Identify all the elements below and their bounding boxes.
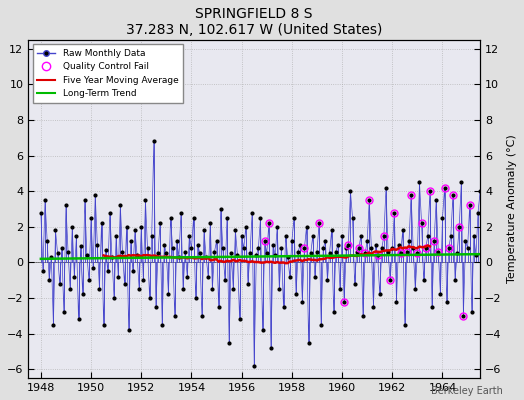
Text: Berkeley Earth: Berkeley Earth	[431, 386, 503, 396]
Legend: Raw Monthly Data, Quality Control Fail, Five Year Moving Average, Long-Term Tren: Raw Monthly Data, Quality Control Fail, …	[33, 44, 183, 103]
Title: SPRINGFIELD 8 S
37.283 N, 102.617 W (United States): SPRINGFIELD 8 S 37.283 N, 102.617 W (Uni…	[126, 7, 383, 37]
Y-axis label: Temperature Anomaly (°C): Temperature Anomaly (°C)	[507, 134, 517, 283]
